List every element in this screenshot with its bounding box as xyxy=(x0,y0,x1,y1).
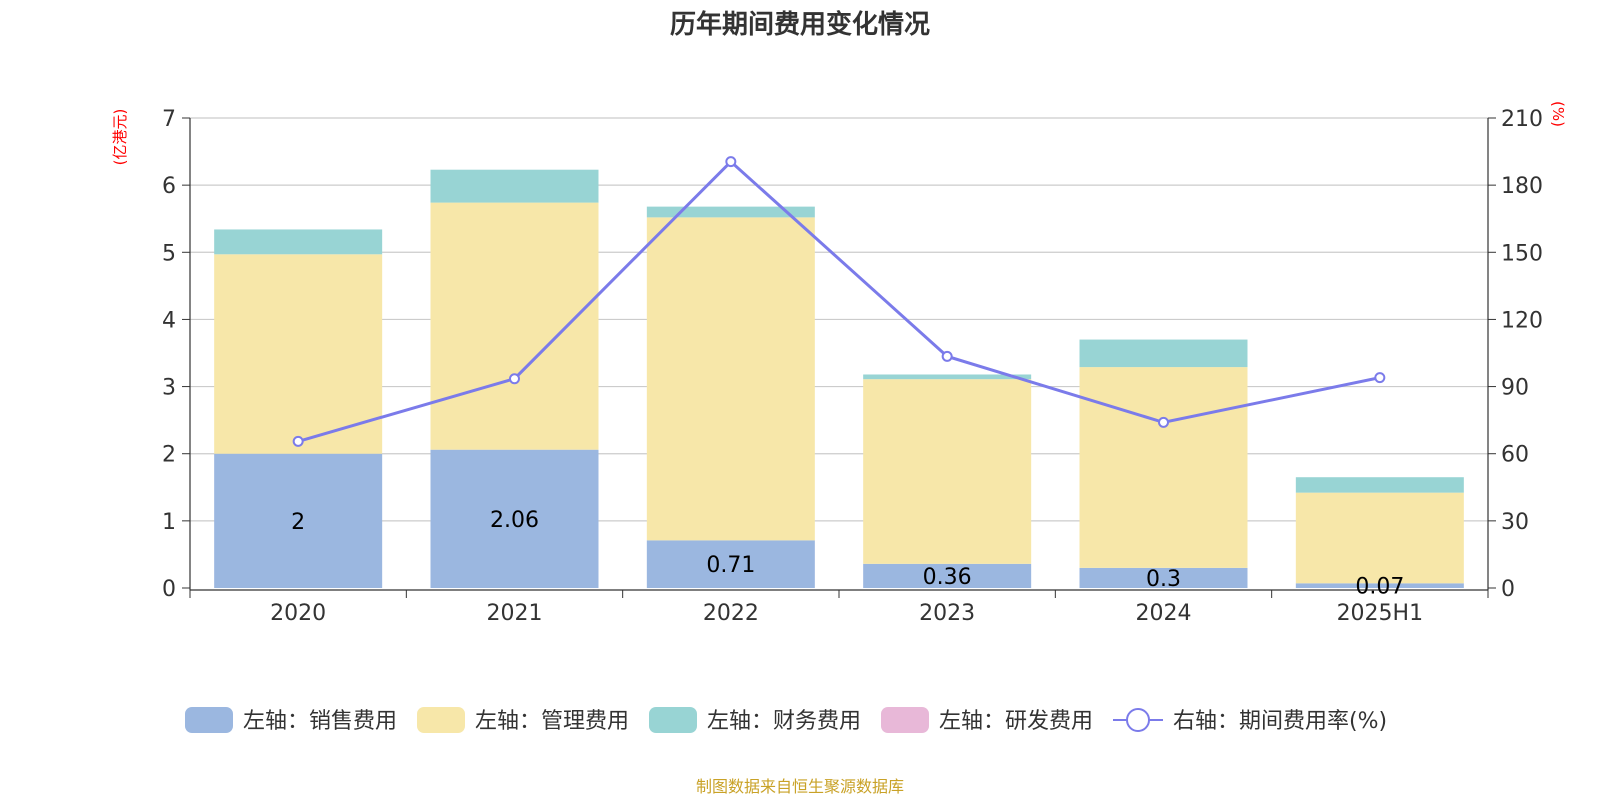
ratio-point xyxy=(292,435,304,447)
axes xyxy=(182,117,1496,598)
legend-label: 左轴：管理费用 xyxy=(475,709,629,734)
legend-item[interactable]: 左轴：管理费用 xyxy=(417,707,629,734)
ratio-point xyxy=(1374,372,1386,384)
data-label: 0.36 xyxy=(923,565,972,590)
bar-segment xyxy=(214,229,383,255)
left-axis-unit: (亿港元) xyxy=(111,109,129,166)
source-note: 制图数据来自恒生聚源数据库 xyxy=(696,777,904,796)
bar-segment xyxy=(863,563,1032,588)
bar-segment xyxy=(646,206,815,218)
left-tick-label: 2 xyxy=(162,443,176,468)
ratio-point xyxy=(725,156,737,168)
bar-segment xyxy=(1295,477,1464,493)
right-tick-label: 180 xyxy=(1501,174,1543,199)
legend-item[interactable]: 左轴：销售费用 xyxy=(185,707,397,734)
right-tick-label: 60 xyxy=(1501,443,1529,468)
chart-title: 历年期间费用变化情况 xyxy=(670,9,930,40)
right-tick-label: 90 xyxy=(1501,376,1529,401)
ratio-line xyxy=(297,159,1381,443)
bar-segment xyxy=(863,379,1032,564)
ratio-point xyxy=(941,350,953,362)
category-label: 2024 xyxy=(1136,601,1192,626)
legend-label: 右轴：期间费用率(%) xyxy=(1173,709,1387,734)
bar-segment xyxy=(646,540,815,588)
ratio-point xyxy=(1158,416,1169,428)
data-label: 0.07 xyxy=(1355,575,1404,600)
bar-segment xyxy=(1295,492,1464,584)
grid xyxy=(190,117,1488,522)
right-tick-label: 120 xyxy=(1501,308,1543,333)
bar-segment xyxy=(863,374,1032,380)
left-tick-label: 0 xyxy=(162,577,176,602)
bars xyxy=(214,169,1464,588)
bar-segment xyxy=(1079,567,1248,588)
legend-swatch xyxy=(417,707,465,733)
legend-item[interactable]: 左轴：研发费用 xyxy=(881,707,1093,734)
bar-segment xyxy=(430,169,599,203)
left-tick-label: 7 xyxy=(162,107,176,132)
legend-circle-symbol xyxy=(1126,708,1150,732)
ratio-point xyxy=(509,373,520,385)
bar-segment xyxy=(646,217,815,541)
right-tick-label: 30 xyxy=(1501,510,1529,535)
legend-swatch xyxy=(185,707,233,733)
expense-ratio-line xyxy=(292,156,1386,447)
right-axis-unit: (%) xyxy=(1549,101,1567,127)
legend[interactable]: 左轴：销售费用 左轴：管理费用 左轴：财务费用 左轴：研发费用 右轴：期间费用率(%) xyxy=(185,707,1387,734)
category-label: 2022 xyxy=(703,601,759,626)
legend-item[interactable]: 左轴：财务费用 xyxy=(649,707,861,734)
legend-swatch xyxy=(649,707,697,733)
right-tick-label: 0 xyxy=(1501,577,1515,602)
left-tick-label: 1 xyxy=(162,510,176,535)
legend-label: 左轴：财务费用 xyxy=(707,709,861,734)
left-tick-label: 5 xyxy=(162,241,176,266)
legend-label: 左轴：研发费用 xyxy=(939,709,1093,734)
bar-segment xyxy=(1295,583,1464,588)
legend-label: 左轴：销售费用 xyxy=(243,709,397,734)
left-tick-label: 4 xyxy=(162,308,176,333)
right-tick-label: 210 xyxy=(1501,107,1543,132)
bar-segment xyxy=(430,202,599,450)
data-labels: 2 2.06 0.71 0.36 0.3 0.07 xyxy=(291,508,1404,600)
legend-item[interactable]: 右轴：期间费用率(%) xyxy=(1113,708,1387,734)
category-label: 2020 xyxy=(270,601,326,626)
data-label: 2.06 xyxy=(490,508,539,533)
legend-swatch xyxy=(881,707,929,733)
bar-segment xyxy=(1079,339,1248,368)
bar-segment xyxy=(214,254,383,454)
category-label: 2023 xyxy=(919,601,975,626)
data-label: 0.71 xyxy=(706,553,755,578)
left-tick-label: 6 xyxy=(162,174,176,199)
data-label: 0.3 xyxy=(1146,567,1181,592)
category-label: 2025H1 xyxy=(1337,601,1424,626)
bar-segment xyxy=(214,453,383,588)
left-tick-label: 3 xyxy=(162,376,176,401)
category-label: 2021 xyxy=(487,601,543,626)
right-tick-label: 150 xyxy=(1501,241,1543,266)
data-label: 2 xyxy=(291,510,305,535)
bar-segment xyxy=(430,449,599,588)
bar-segment xyxy=(1079,367,1248,568)
